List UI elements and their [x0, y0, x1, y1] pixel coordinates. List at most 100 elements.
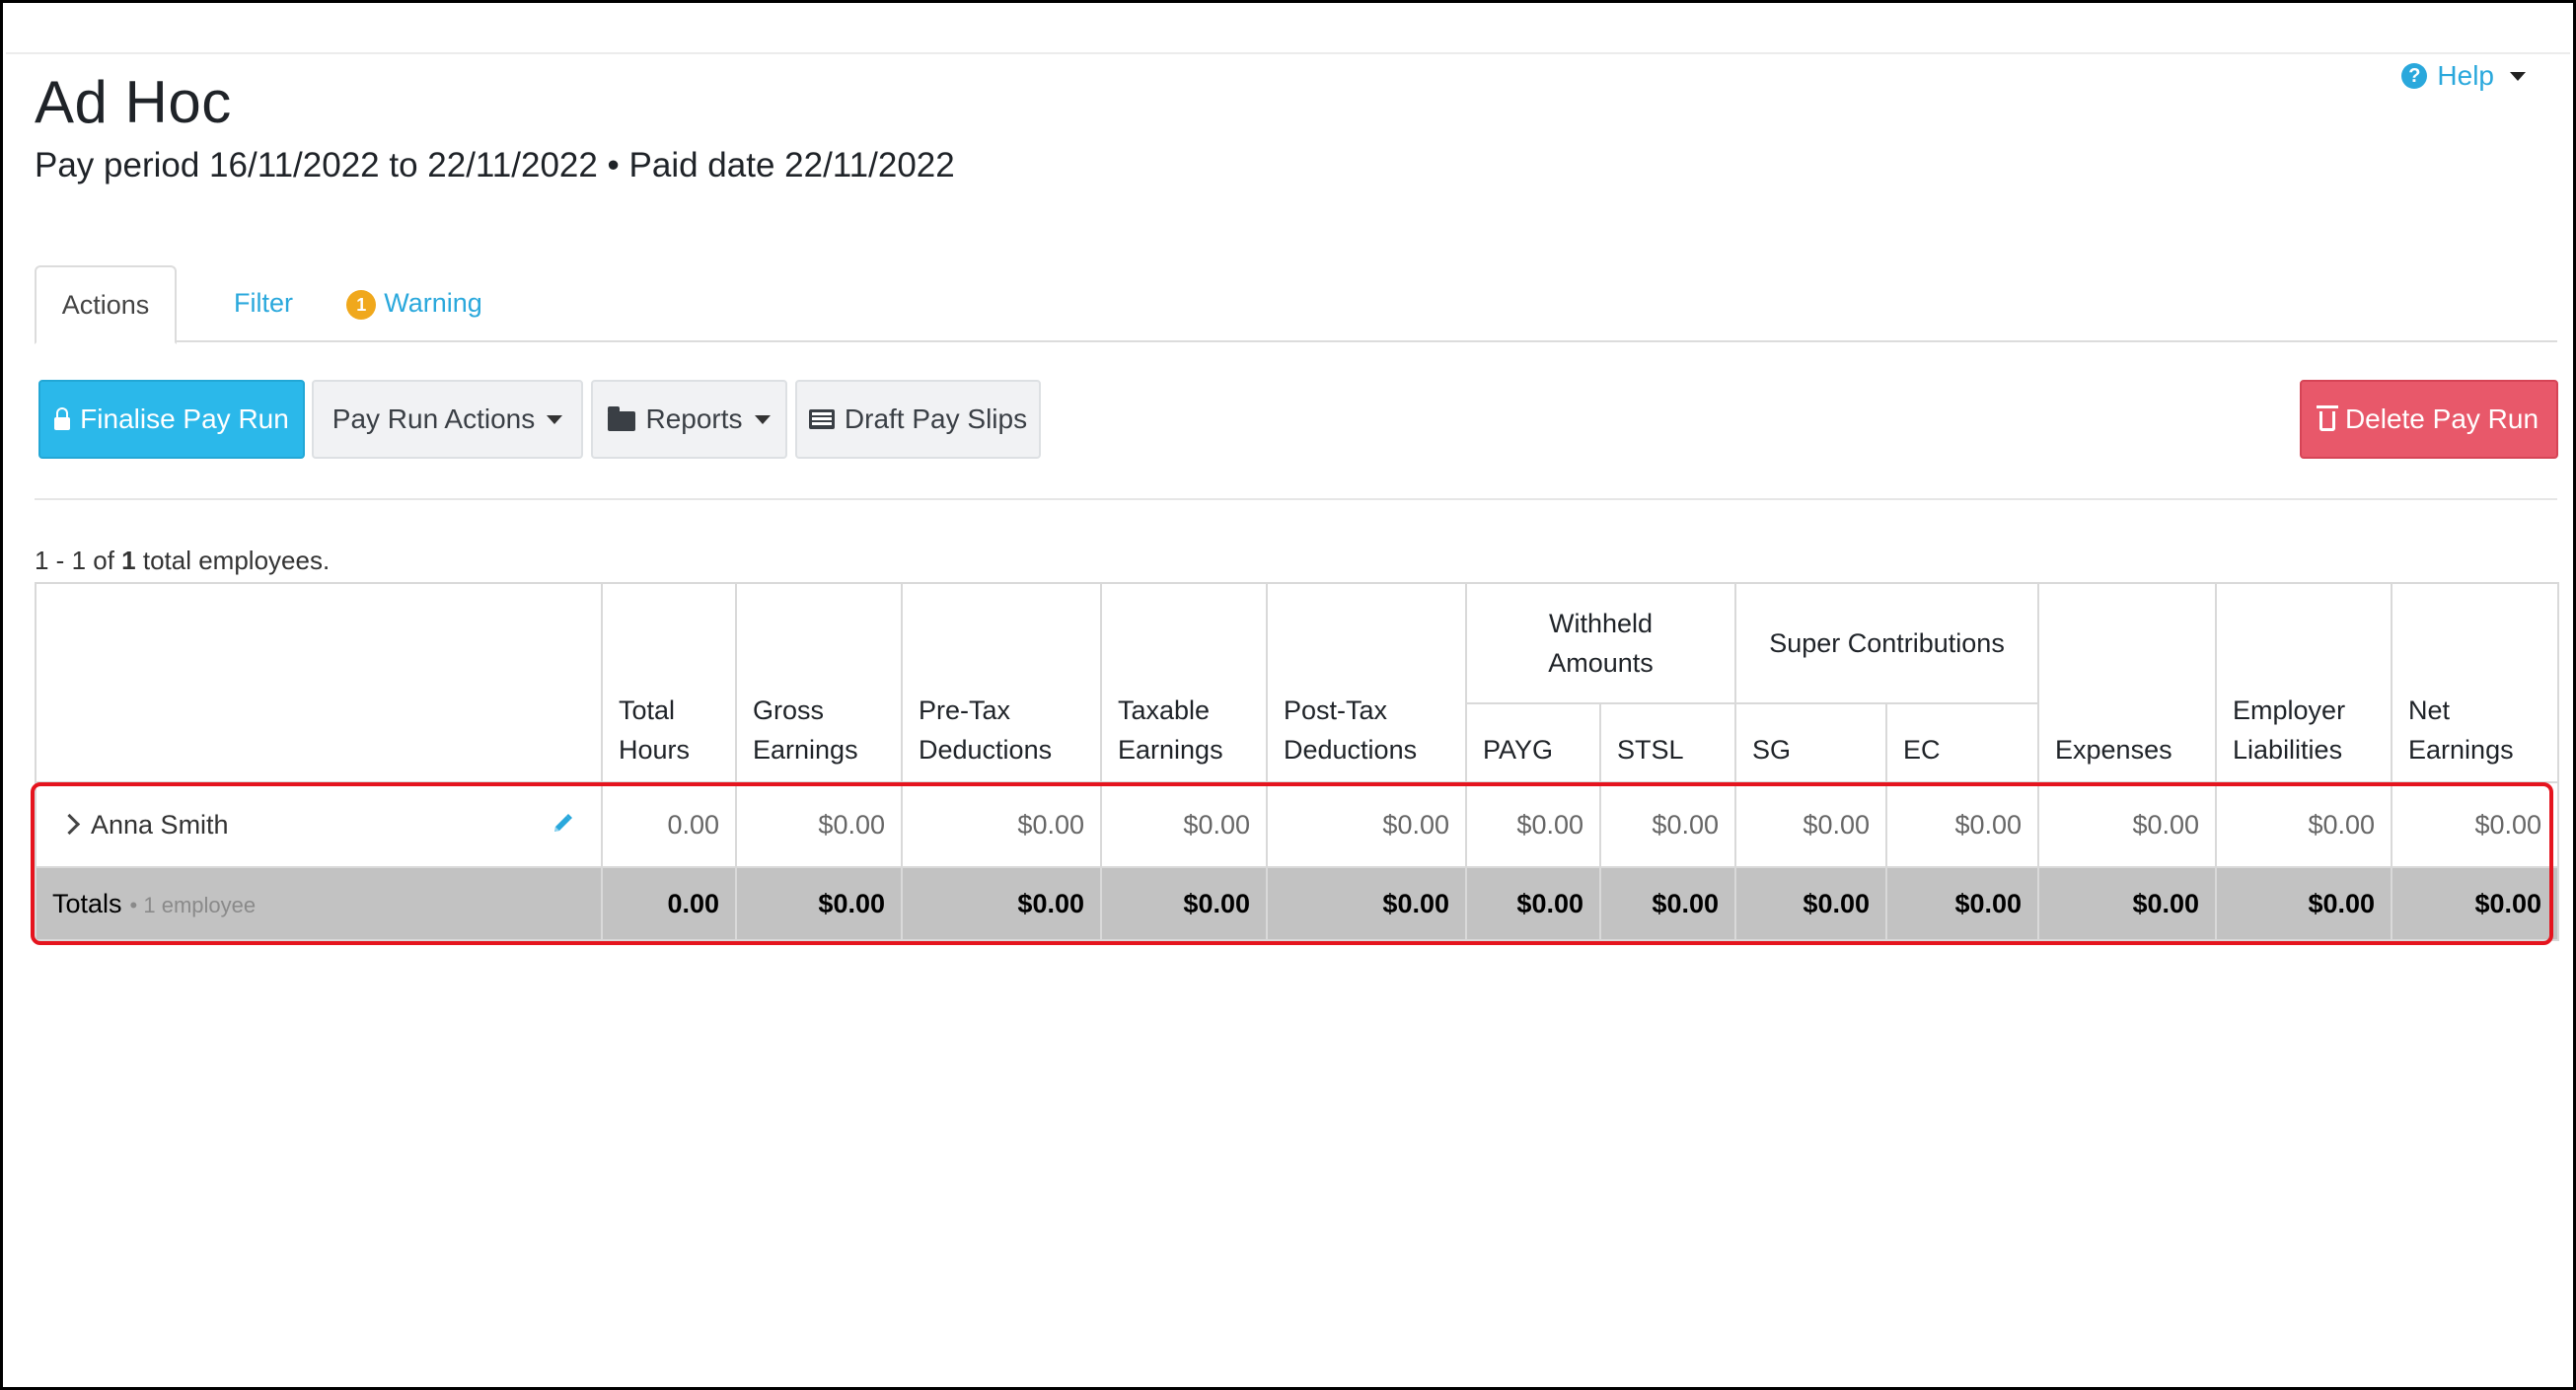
employee-count-text: 1 - 1 of 1 total employees.	[35, 546, 330, 576]
header-stsl[interactable]: STSL	[1599, 702, 1736, 783]
header-expenses[interactable]: Expenses	[2037, 582, 2218, 783]
caret-down-icon	[754, 414, 771, 424]
tab-bar: Actions Filter 1 Warning	[35, 265, 2557, 344]
help-menu[interactable]: ? Help	[2401, 60, 2526, 92]
header-net-earnings-line2: Earnings	[2408, 735, 2514, 765]
employee-expenses: $0.00	[2037, 781, 2218, 868]
header-pre-tax-line1: Pre-Tax	[919, 695, 1011, 725]
list-document-icon	[808, 409, 835, 429]
totals-payg: $0.00	[1465, 866, 1601, 941]
header-total-hours-line1: Total	[619, 695, 676, 725]
header-employer-liabilities[interactable]: Employer Liabilities	[2215, 582, 2393, 783]
header-withheld-line1: Withheld	[1548, 609, 1654, 638]
employee-pre-tax-deductions: $0.00	[901, 781, 1102, 868]
employee-net-earnings: $0.00	[2391, 781, 2560, 868]
employee-post-tax-deductions: $0.00	[1266, 781, 1467, 868]
caret-down-icon	[2510, 71, 2526, 81]
tab-warning[interactable]: 1 Warning	[321, 265, 508, 340]
header-taxable-line1: Taxable	[1118, 695, 1211, 725]
pay-run-actions-label: Pay Run Actions	[331, 403, 536, 434]
employee-name-cell[interactable]: Anna Smith	[35, 781, 603, 868]
tab-filter-label: Filter	[234, 287, 293, 318]
pay-period-subtitle: Pay period 16/11/2022 to 22/11/2022 • Pa…	[35, 146, 955, 184]
header-gross-earnings-line1: Gross	[753, 695, 825, 725]
reports-label: Reports	[645, 403, 743, 434]
employee-count-total: 1	[121, 546, 136, 575]
header-gross-earnings-line2: Earnings	[753, 735, 858, 765]
header-pre-tax-deductions[interactable]: Pre-Tax Deductions	[901, 582, 1102, 783]
employee-total-hours: 0.00	[601, 781, 737, 868]
pay-run-table-container: Total Hours Gross Earnings Pre-Tax Deduc…	[35, 582, 2560, 941]
header-taxable-line2: Earnings	[1118, 735, 1223, 765]
employee-count-range: 1 - 1 of	[35, 546, 122, 575]
pay-run-actions-button[interactable]: Pay Run Actions	[312, 380, 583, 459]
folder-open-icon	[608, 406, 636, 431]
tab-actions[interactable]: Actions	[35, 265, 177, 344]
header-net-earnings-line1: Net	[2408, 695, 2451, 725]
delete-pay-run-label: Delete Pay Run	[2344, 403, 2539, 434]
page-title: Ad Hoc	[35, 69, 232, 135]
header-pre-tax-line2: Deductions	[919, 735, 1053, 765]
totals-label: Totals	[52, 888, 122, 918]
header-ec[interactable]: EC	[1884, 702, 2040, 783]
employee-gross-earnings: $0.00	[735, 781, 903, 868]
header-post-tax-line2: Deductions	[1284, 735, 1418, 765]
tab-actions-label: Actions	[61, 289, 150, 320]
draft-pay-slips-button[interactable]: Draft Pay Slips	[795, 380, 1041, 459]
header-employee	[35, 582, 603, 783]
question-circle-icon: ?	[2401, 63, 2428, 89]
totals-employee-count: • 1 employee	[129, 892, 257, 917]
employee-row[interactable]: Anna Smith 0.00 $0.00 $0.00 $0.00 $0.00 …	[35, 781, 2560, 868]
totals-pre-tax-deductions: $0.00	[901, 866, 1102, 941]
totals-total-hours: 0.00	[601, 866, 737, 941]
employee-taxable-earnings: $0.00	[1100, 781, 1268, 868]
totals-row: Totals • 1 employee 0.00 $0.00 $0.00 $0.0…	[35, 866, 2560, 941]
warning-count-badge: 1	[346, 290, 377, 320]
delete-pay-run-button[interactable]: Delete Pay Run	[2300, 380, 2558, 459]
caret-down-icon	[547, 414, 563, 424]
top-divider	[6, 52, 2570, 54]
trash-icon	[2316, 405, 2338, 431]
chevron-right-icon[interactable]	[58, 813, 81, 835]
totals-employer-liabilities: $0.00	[2215, 866, 2393, 941]
header-taxable-earnings[interactable]: Taxable Earnings	[1100, 582, 1268, 783]
pencil-edit-icon[interactable]	[552, 813, 573, 835]
totals-expenses: $0.00	[2037, 866, 2218, 941]
header-employer-liabilities-line2: Liabilities	[2233, 735, 2343, 765]
totals-stsl: $0.00	[1599, 866, 1736, 941]
employee-count-suffix: total employees.	[135, 546, 331, 575]
totals-sg: $0.00	[1734, 866, 1887, 941]
header-net-earnings[interactable]: Net Earnings	[2391, 582, 2560, 783]
header-withheld-amounts: Withheld Amounts	[1465, 582, 1736, 704]
employee-name: Anna Smith	[91, 809, 229, 840]
employee-sg: $0.00	[1734, 781, 1887, 868]
pay-run-table: Total Hours Gross Earnings Pre-Tax Deduc…	[35, 582, 2560, 941]
header-post-tax-deductions[interactable]: Post-Tax Deductions	[1266, 582, 1467, 783]
header-sg[interactable]: SG	[1734, 702, 1887, 783]
totals-taxable-earnings: $0.00	[1100, 866, 1268, 941]
toolbar-divider	[35, 498, 2557, 500]
employee-employer-liabilities: $0.00	[2215, 781, 2393, 868]
tab-filter[interactable]: Filter	[204, 265, 323, 340]
header-total-hours[interactable]: Total Hours	[601, 582, 737, 783]
header-payg[interactable]: PAYG	[1465, 702, 1601, 783]
reports-button[interactable]: Reports	[591, 380, 787, 459]
draft-pay-slips-label: Draft Pay Slips	[844, 403, 1028, 434]
header-total-hours-line2: Hours	[619, 735, 691, 765]
employee-ec: $0.00	[1884, 781, 2040, 868]
header-super-contributions: Super Contributions	[1733, 582, 2040, 704]
header-employer-liabilities-line1: Employer	[2233, 695, 2346, 725]
header-gross-earnings[interactable]: Gross Earnings	[735, 582, 903, 783]
lock-icon	[54, 406, 71, 430]
header-withheld-line2: Amounts	[1548, 648, 1654, 678]
totals-label-cell: Totals • 1 employee	[35, 866, 603, 941]
totals-gross-earnings: $0.00	[735, 866, 903, 941]
help-label: Help	[2437, 60, 2494, 91]
finalise-pay-run-button[interactable]: Finalise Pay Run	[38, 380, 305, 459]
tab-warning-label: Warning	[384, 287, 482, 318]
totals-net-earnings: $0.00	[2391, 866, 2560, 941]
finalise-pay-run-label: Finalise Pay Run	[80, 403, 289, 434]
employee-payg: $0.00	[1465, 781, 1601, 868]
totals-ec: $0.00	[1884, 866, 2040, 941]
